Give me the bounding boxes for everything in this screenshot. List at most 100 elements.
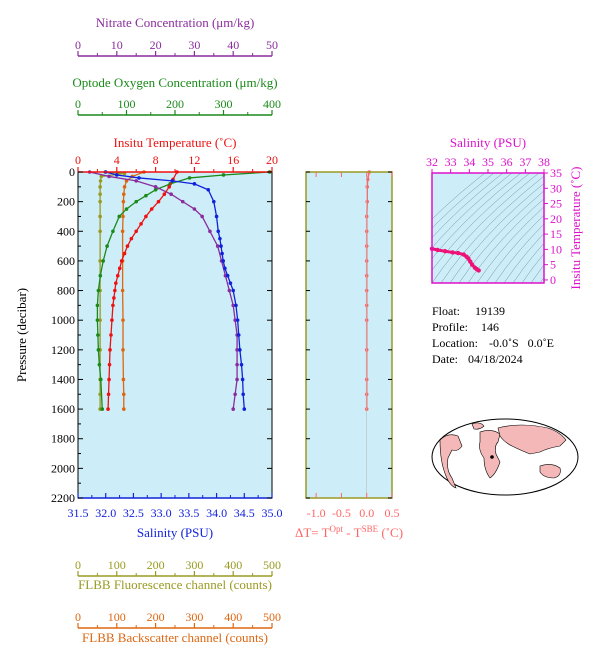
ts-plot-background [432,173,544,283]
main-profile-plot: Nitrate Concentration (μm/kg) 0 10 20 30 40 5… [14,15,283,645]
flbb-backscatter-channel-point [122,185,127,189]
optode-oxygen-concentration-point [98,377,103,382]
insitu-temperature-point [108,348,112,352]
backscatter-axis-tick-label: 100 [108,610,126,624]
pressure-tick-label: 400 [57,224,75,238]
insitu-temperature-point [122,251,127,256]
ts-temperature-tick-label: 30 [550,181,562,195]
salinity-point [115,173,119,177]
optode-oxygen-concentration-point [144,193,148,198]
delta-t-plot-background [306,172,392,498]
pressure-tick-label: 800 [57,284,75,298]
optode-oxygen-concentration-point [100,407,105,411]
delta-t-plot: -1.0 -0.5 0.0 0.5 ΔT= TOpt - TSBE (˚C) [295,170,403,540]
optode-oxygen-concentration-point [117,214,122,219]
salinity-point [220,251,224,256]
salinity-point [225,273,230,278]
pressure-tick-label: 1600 [51,402,75,416]
delta-t-tick-label: 0.0 [359,506,374,520]
optode-oxygen-concentration-point [98,273,103,278]
map-land-greenland [471,422,485,430]
delta-t-point [365,199,370,204]
salinity-axis-tick-label: 31.5 [68,506,89,520]
pressure-axis: 0 200 400 600 800 1000 1200 1400 1600 1800 2000 220… [51,165,272,505]
backscatter-axis-tick-label: 300 [185,610,203,624]
salinity-axis-tick-label: 34.0 [206,506,227,520]
ts-temperature-tick-label: 20 [550,212,562,226]
optode-oxygen-concentration-point [134,199,138,204]
date-value: 04/18/2024 [468,352,523,366]
optode-oxygen-concentration-point [221,173,226,177]
fluorescence-axis-tick-label: 400 [224,558,242,572]
fluorescence-axis-tick-label: 300 [185,558,203,572]
temperature-axis-tick-label: 8 [153,153,159,167]
density-contour [476,206,544,283]
density-contour [503,232,544,283]
map-land-americas [439,434,463,489]
fluorescence-axis-title: FLBB Fluorescence channel (counts) [78,577,272,592]
optode-oxygen-concentration-point [96,348,101,352]
nitrate-concentration-point [107,174,111,179]
flbb-backscatter-channel-point [121,199,126,204]
flbb-fluorescence-channel-point [98,192,102,197]
salinity-point [221,259,226,263]
fluorescence-axis: 0 100 200 300 400 500 [75,558,281,577]
salinity-point [236,333,241,337]
salinity-axis-tick-label: 35.0 [262,506,283,520]
flbb-fluorescence-channel-point [98,185,102,189]
salinity-axis-tick-label: 32.0 [95,506,116,520]
ts-temperature-tick-label: 5 [550,258,556,272]
delta-t-axis: -1.0 -0.5 0.0 0.5 [306,171,400,520]
delta-t-point [365,185,370,189]
ts-salinity-axis-title: Salinity (PSU) [450,135,526,150]
density-contour [558,163,609,283]
optode-oxygen-concentration-point [96,288,101,293]
float-info: Float: 19139 Profile: 146 Location: -0.0… [432,304,554,366]
ts-point [476,268,481,273]
insitu-temperature-point [134,229,138,234]
salinity-axis: 31.5 32.0 32.5 33.0 33.5 34.0 34.5 35.0 [68,493,283,520]
optode-oxygen-concentration-point [101,259,106,263]
main-plot-background [78,172,272,498]
temperature-axis-title: Insitu Temperature (˚C) [113,135,236,150]
salinity-axis-tick-label: 33.5 [178,506,199,520]
insitu-temperature-point [144,214,148,219]
salinity-point [223,266,227,271]
flbb-backscatter-channel-point [121,318,125,322]
world-map [431,418,579,496]
salinity-axis-title: Salinity (PSU) [137,525,213,540]
pressure-tick-label: 0 [69,165,75,179]
ts-salinity-tick-label: 34 [463,155,475,169]
pressure-tick-label: 1400 [51,372,75,386]
pressure-tick-label: 600 [57,254,75,268]
pressure-tick-label: 1200 [51,343,75,357]
salinity-point [212,199,216,204]
flbb-backscatter-channel-point [121,392,126,397]
delta-t-tick-label: 0.5 [385,506,400,520]
salinity-point [231,288,235,293]
delta-t-title-suffix: (˚C) [378,525,403,540]
salinity-point [170,179,175,183]
float-label: Float: [432,304,460,318]
salinity-point [206,187,211,192]
insitu-temperature-point [106,407,110,411]
nitrate-axis-title: Nitrate Concentration (μm/kg) [96,15,255,30]
nitrate-concentration-point [180,199,185,204]
location-label: Location: [432,336,478,350]
ts-diagram: Salinity (PSU) 32 33 34 35 36 37 38 05 10152025… [426,135,609,290]
density-contour [530,264,544,283]
density-contour [432,173,531,271]
nitrate-axis-tick-label: 10 [111,38,123,52]
flbb-backscatter-channel-point [121,377,126,382]
insitu-temperature-point [107,362,112,367]
flbb-backscatter-channel-point [121,192,126,197]
pressure-tick-label: 2200 [51,491,75,505]
salinity-point [192,182,197,186]
delta-t-title-mid: - T [343,525,362,540]
density-contour [485,214,544,283]
location-value: -0.0˚S 0.0˚E [489,336,554,350]
flbb-backscatter-channel-point [120,229,125,234]
salinity-point [239,362,244,367]
salinity-axis-tick-label: 33.0 [151,506,172,520]
backscatter-axis-tick-label: 200 [147,610,165,624]
